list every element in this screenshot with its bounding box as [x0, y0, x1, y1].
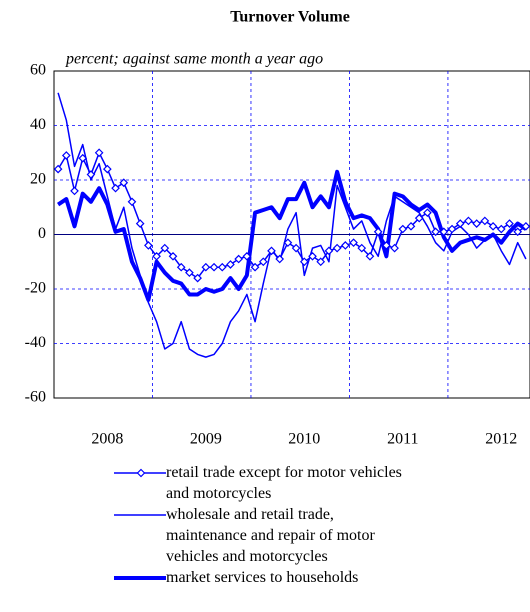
marker: [332, 243, 342, 253]
marker: [521, 221, 530, 231]
legend-marker: [136, 468, 146, 478]
legend-swatch: [110, 462, 166, 483]
y-tick-label: -20: [25, 280, 46, 297]
marker: [340, 241, 350, 250]
chart: Turnover Volume percent; against same mo…: [25, 9, 530, 448]
marker: [349, 238, 358, 248]
marker: [316, 257, 326, 267]
series-line: [56, 169, 528, 302]
y-tick-label: -40: [25, 334, 46, 351]
marker: [250, 262, 260, 272]
marker: [324, 246, 334, 256]
legend-swatch-svg: [114, 576, 166, 580]
series-line: [57, 92, 527, 358]
legend-label: market services to households: [166, 569, 359, 586]
y-tick-label: 0: [38, 225, 46, 242]
marker: [53, 164, 63, 174]
marker: [111, 183, 120, 193]
marker: [406, 221, 416, 231]
marker: [160, 243, 170, 253]
marker: [70, 186, 79, 196]
legend-item: wholesale and retail trade, maintenance …: [110, 504, 410, 567]
legend-label: retail trade except for motor vehicles a…: [166, 464, 402, 502]
y-tick-label: 20: [30, 171, 46, 188]
marker: [464, 216, 473, 226]
marker: [135, 219, 145, 228]
marker: [291, 243, 301, 253]
marker: [480, 216, 490, 226]
y-tick-label: 60: [30, 62, 46, 79]
chart-subtitle: percent; against same month a year ago: [65, 51, 323, 68]
marker: [144, 241, 153, 250]
legend-swatch-svg: [114, 468, 166, 478]
marker: [102, 164, 112, 174]
marker: [357, 243, 367, 253]
marker: [78, 153, 88, 163]
marker: [439, 227, 449, 237]
marker: [488, 221, 498, 231]
y-tick-label: -60: [25, 389, 46, 406]
marker: [94, 148, 104, 158]
marker: [398, 224, 408, 234]
marker: [193, 273, 202, 283]
y-tick-label: 40: [30, 116, 46, 133]
marker: [505, 219, 514, 228]
marker: [390, 243, 399, 253]
x-tick-label: 2008: [91, 431, 123, 448]
x-tick-label: 2012: [485, 431, 517, 448]
marker: [414, 213, 424, 223]
marker: [185, 268, 194, 277]
legend-swatch-svg: [114, 514, 166, 516]
marker: [61, 151, 71, 160]
marker: [455, 219, 465, 228]
marker: [242, 251, 252, 261]
marker: [299, 257, 309, 267]
marker: [209, 262, 219, 272]
marker: [382, 241, 391, 250]
marker: [152, 251, 161, 261]
legend-swatch: [110, 567, 166, 588]
marker: [234, 254, 244, 264]
legend-item: market services to households: [110, 567, 410, 588]
marker: [86, 170, 96, 179]
marker: [201, 262, 211, 272]
marker: [127, 197, 137, 207]
series-line: [57, 152, 527, 279]
legend-label: wholesale and retail trade, maintenance …: [166, 506, 375, 565]
x-tick-label: 2010: [288, 431, 320, 448]
x-tick-label: 2011: [387, 431, 418, 448]
marker: [513, 227, 523, 237]
chart-title: Turnover Volume: [230, 9, 350, 26]
marker: [176, 262, 186, 272]
marker: [283, 238, 293, 248]
marker: [447, 224, 457, 234]
marker: [267, 246, 276, 256]
marker: [373, 227, 383, 237]
marker: [217, 262, 227, 272]
marker: [119, 178, 129, 188]
marker: [423, 208, 432, 218]
marker: [275, 254, 285, 264]
marker: [472, 219, 482, 228]
legend-item: retail trade except for motor vehicles a…: [110, 462, 410, 504]
marker: [431, 227, 440, 237]
marker: [226, 260, 235, 269]
marker: [496, 224, 506, 234]
legend: retail trade except for motor vehicles a…: [110, 462, 410, 588]
x-tick-label: 2009: [190, 431, 222, 448]
legend-swatch: [110, 504, 166, 525]
marker: [308, 251, 317, 261]
marker: [365, 251, 375, 261]
marker: [168, 251, 178, 261]
marker: [258, 257, 268, 267]
